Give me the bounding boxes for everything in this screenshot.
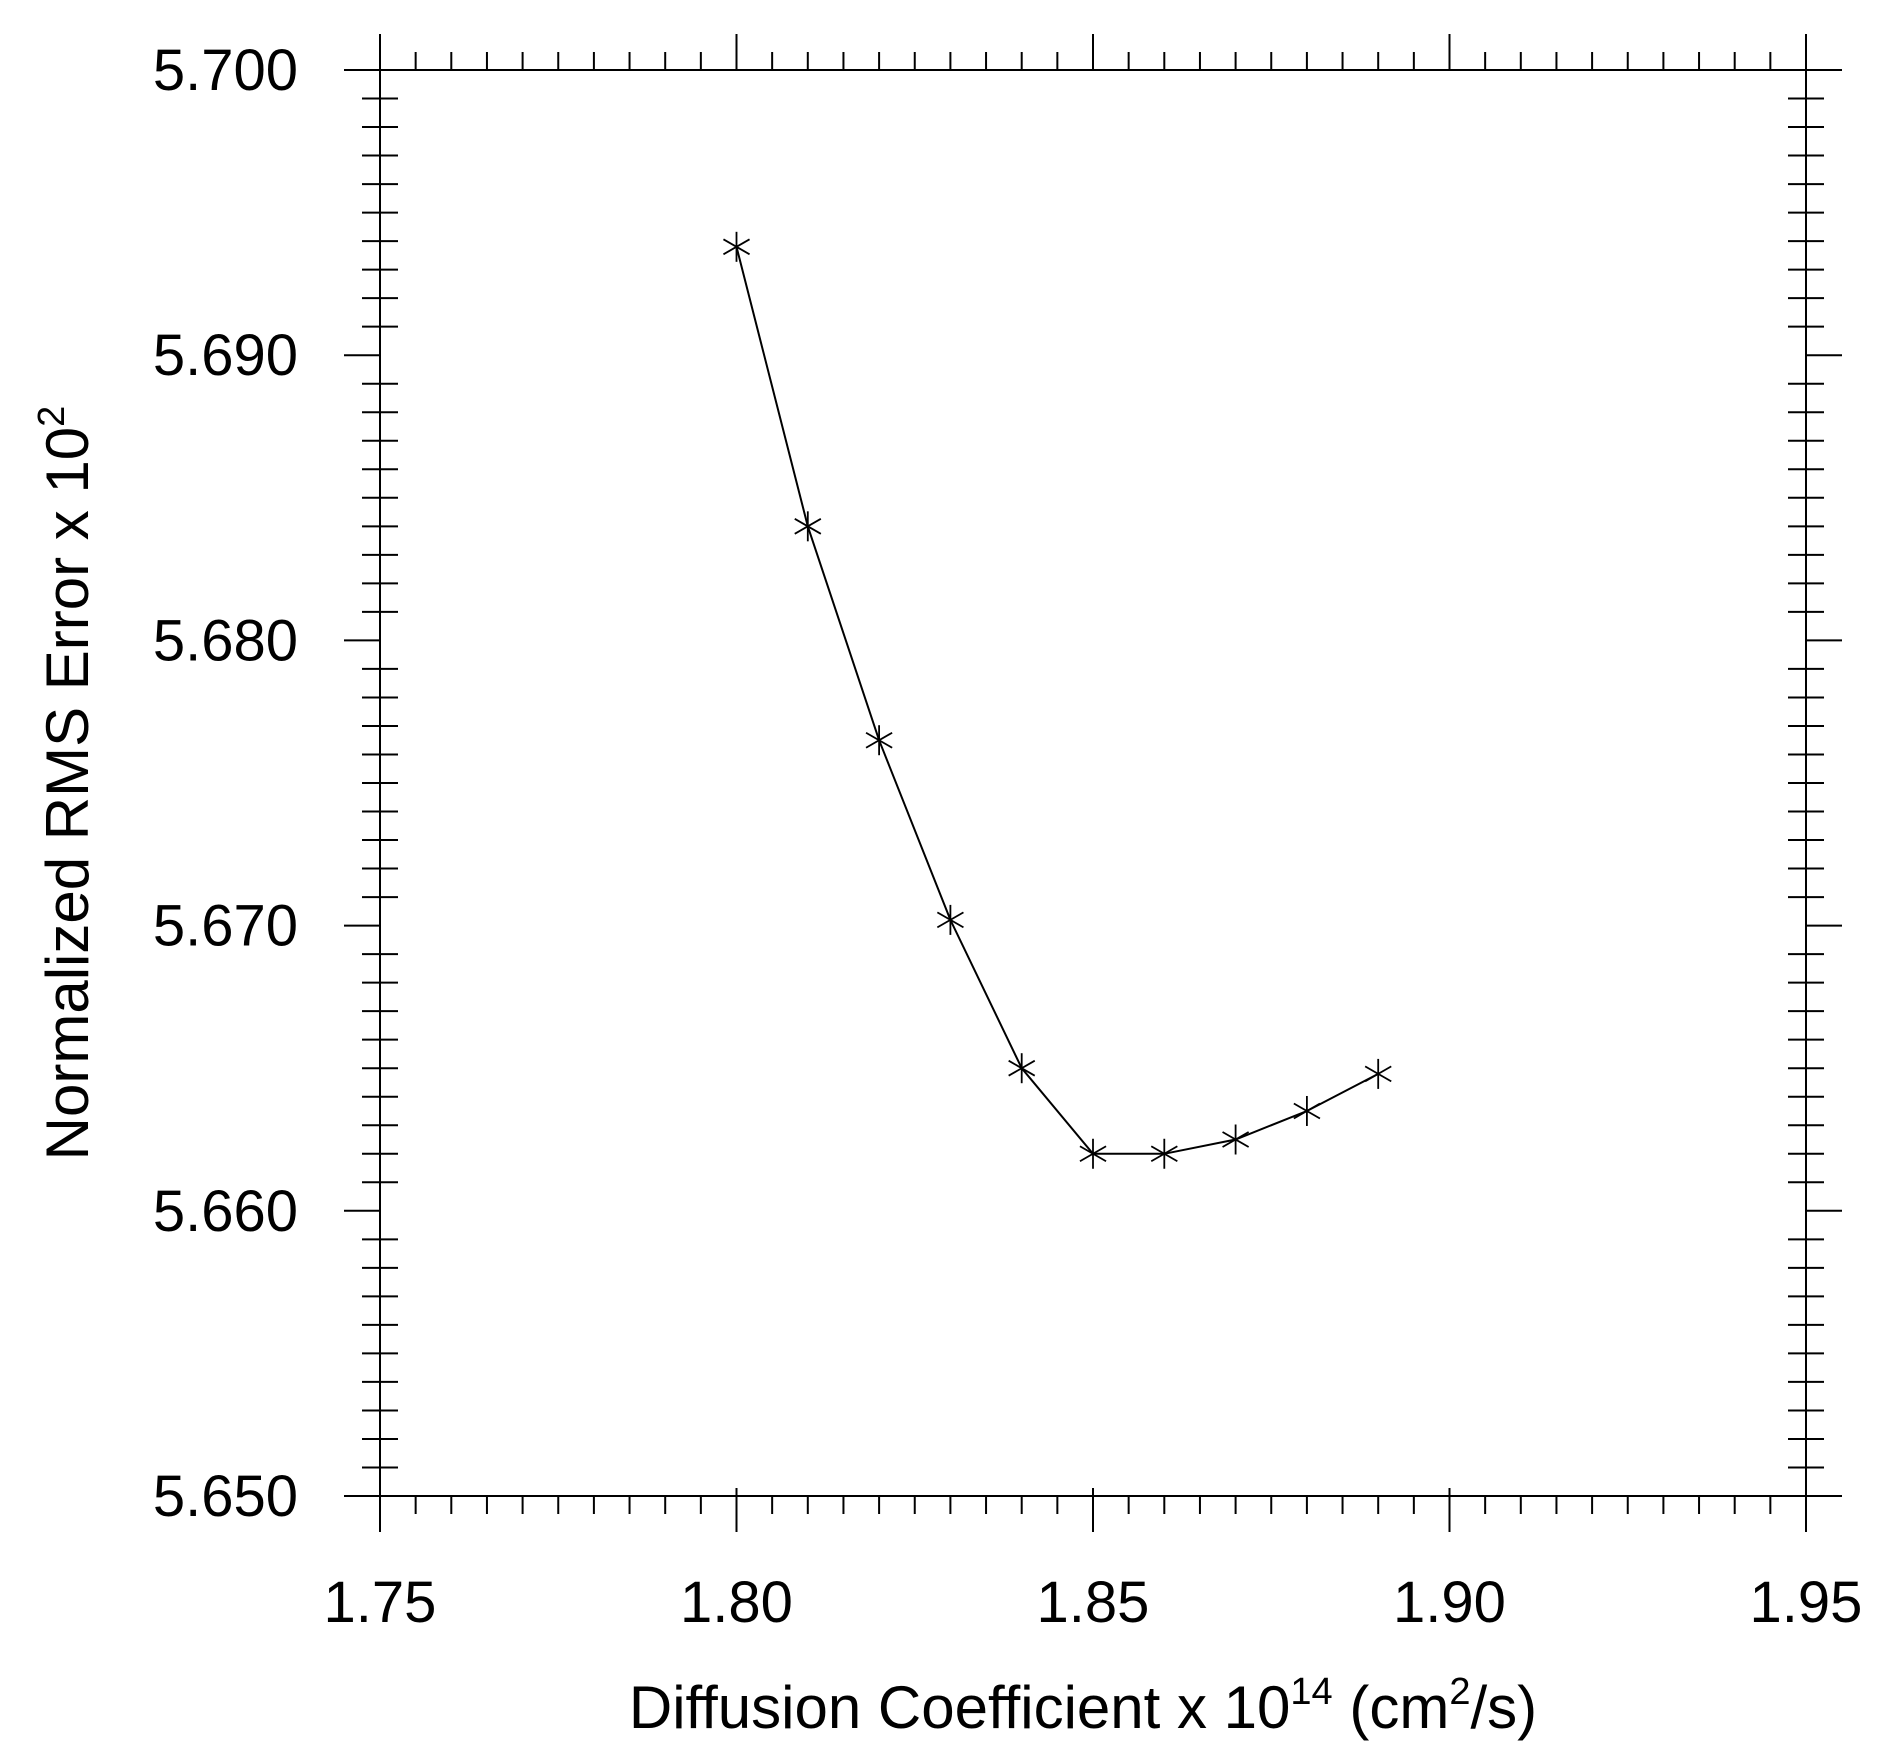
y-tick-label: 5.660	[153, 1179, 298, 1244]
y-axis-title-text: Normalized RMS Error x 10	[34, 427, 101, 1161]
x-tick-label: 1.75	[324, 1570, 437, 1635]
x-axis-title-exponent: 14	[1290, 1671, 1332, 1713]
data-point-marker	[1293, 1095, 1321, 1126]
y-axis-title: Normalized RMS Error x 102	[31, 406, 101, 1161]
series-group	[723, 231, 1392, 1169]
x-axis-title: Diffusion Coefficient x 1014 (cm2/s)	[629, 1671, 1537, 1741]
data-point-marker	[723, 231, 750, 262]
data-point-marker	[794, 511, 822, 542]
series-line	[735, 246, 1379, 1155]
data-point-marker	[1364, 1058, 1392, 1089]
x-tick-label: 1.90	[1393, 1570, 1506, 1635]
data-point-marker	[1079, 1138, 1107, 1169]
x-axis-title-unit-exponent: 2	[1449, 1671, 1470, 1713]
data-point-marker	[1222, 1124, 1250, 1155]
x-tick-label: 1.85	[1037, 1570, 1150, 1635]
ticks-group	[344, 34, 1842, 1532]
plot-frame	[379, 69, 1807, 1497]
x-tick-label: 1.95	[1750, 1570, 1863, 1635]
data-point-marker	[1150, 1138, 1178, 1169]
x-axis-title-unit-close: /s)	[1470, 1674, 1537, 1741]
y-tick-label: 5.700	[153, 38, 298, 103]
x-tick-labels: 1.75 1.80 1.85 1.90 1.95	[324, 1570, 1863, 1635]
y-tick-label: 5.690	[153, 323, 298, 388]
y-tick-label: 5.670	[153, 894, 298, 959]
y-tick-label: 5.680	[153, 608, 298, 673]
data-point-marker	[936, 904, 964, 935]
y-axis-title-exponent: 2	[31, 406, 73, 427]
x-tick-label: 1.80	[680, 1570, 793, 1635]
x-axis-title-unit-open: (cm	[1333, 1674, 1450, 1741]
data-point-marker	[1008, 1053, 1036, 1084]
y-tick-label: 5.650	[153, 1464, 298, 1529]
y-tick-labels: 5.650 5.660 5.670 5.680 5.690 5.700	[153, 38, 298, 1529]
data-point-marker	[865, 725, 893, 756]
x-axis-title-text: Diffusion Coefficient x 10	[629, 1674, 1291, 1741]
